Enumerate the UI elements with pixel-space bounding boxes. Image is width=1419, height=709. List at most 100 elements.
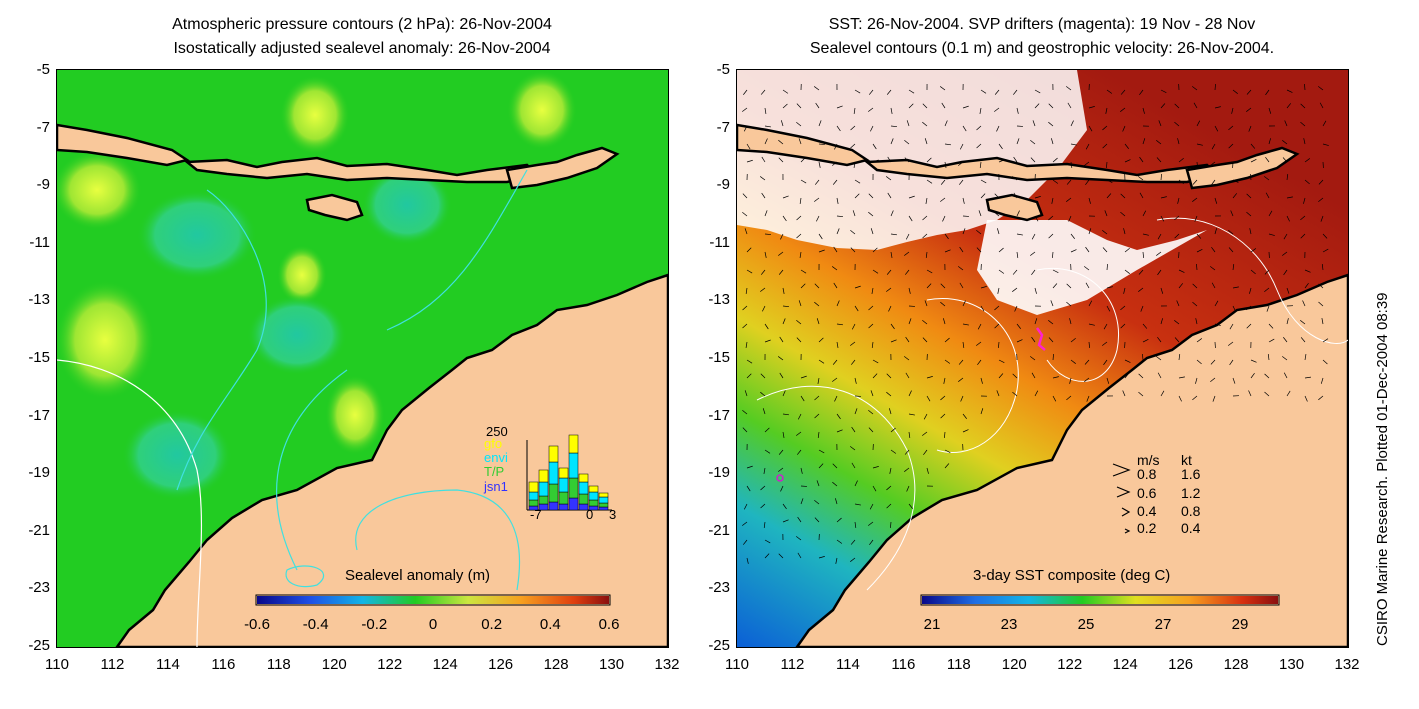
velocity-arrow — [764, 553, 770, 559]
velocity-arrow — [1124, 247, 1130, 253]
velocity-arrow — [836, 539, 843, 544]
velocity-arrow — [1070, 143, 1077, 146]
velocity-arrow — [1138, 269, 1144, 275]
velocity-arrow — [1286, 174, 1289, 181]
velocity-arrow — [797, 413, 802, 420]
left-map-frame — [56, 69, 669, 648]
velocity-arrow — [980, 286, 987, 289]
velocity-arrow — [904, 467, 910, 472]
velocity-arrow — [1282, 356, 1288, 361]
velocity-arrow — [1318, 395, 1324, 401]
velocity-arrow — [746, 359, 753, 364]
inset-bar — [558, 467, 569, 479]
velocity-arrow — [1142, 339, 1149, 343]
velocity-arrow — [1174, 337, 1180, 343]
velocity-arrow — [1177, 197, 1180, 204]
velocity-arrow — [1268, 338, 1275, 343]
velocity-arrow — [1302, 300, 1306, 307]
velocity-arrow — [764, 449, 771, 454]
velocity-arrow — [1011, 176, 1018, 181]
velocity-arrow — [742, 409, 748, 415]
velocity-arrow — [959, 179, 964, 185]
velocity-arrow — [744, 390, 748, 397]
velocity-arrow — [849, 446, 856, 451]
velocity-arrow — [890, 449, 897, 454]
velocity-arrow — [1193, 102, 1198, 109]
velocity-arrow — [813, 86, 820, 91]
velocity-arrow — [1178, 269, 1185, 273]
velocity-arrow — [743, 503, 748, 510]
velocity-arrow — [836, 300, 840, 307]
inset-ymax: 250 — [486, 424, 508, 439]
velocity-arrow — [885, 176, 892, 181]
velocity-arrow — [926, 467, 929, 474]
velocity-arrow — [1106, 286, 1113, 289]
velocity-arrow — [799, 251, 802, 258]
velocity-arrow — [1268, 233, 1275, 236]
inset-legend-jsn1: jsn1 — [484, 479, 508, 494]
left-colorbar-tick: -0.6 — [244, 616, 270, 633]
velocity-arrow — [925, 197, 928, 204]
velocity-arrow — [890, 521, 892, 529]
velocity-arrow — [1322, 143, 1329, 146]
velocity-arrow — [926, 395, 931, 402]
velocity-arrow — [1265, 89, 1270, 96]
velocity-arrow — [926, 376, 933, 379]
velocity-arrow — [1084, 359, 1090, 365]
velocity-arrow — [1120, 323, 1126, 329]
australia-land — [115, 273, 668, 647]
velocity-arrow — [850, 557, 856, 562]
velocity-arrow — [940, 395, 946, 401]
velocity-arrow — [797, 552, 802, 559]
velocity-arrow — [959, 143, 964, 150]
velocity-arrow — [1029, 356, 1036, 361]
velocity-arrow — [886, 89, 892, 95]
velocity-arrow — [1319, 102, 1324, 109]
velocity-arrow — [922, 337, 928, 343]
velocity-arrow — [778, 157, 784, 163]
velocity-arrow — [962, 300, 966, 307]
velocity-arrow — [1157, 372, 1162, 379]
velocity-arrow — [1286, 287, 1290, 294]
velocity-arrow — [1195, 318, 1198, 325]
velocity-arrow — [944, 249, 951, 253]
velocity-arrow — [1232, 377, 1236, 384]
inset-bar — [588, 485, 599, 493]
velocity-arrow — [1209, 266, 1216, 271]
velocity-arrow — [1246, 107, 1252, 112]
velocity-arrow — [1246, 323, 1252, 329]
velocity-arrow — [1120, 107, 1126, 112]
velocity-arrow — [1192, 197, 1198, 202]
velocity-arrow — [1250, 143, 1256, 149]
right-y-tick: -21 — [708, 521, 730, 539]
velocity-arrow — [763, 467, 766, 474]
velocity-arrow — [1052, 179, 1059, 184]
velocity-arrow — [814, 517, 820, 523]
velocity-arrow — [1286, 215, 1290, 222]
velocity-arrow — [1138, 373, 1144, 379]
velocity-arrow — [1174, 215, 1180, 221]
left-y-tick: -19 — [28, 464, 50, 482]
velocity-arrow — [1304, 354, 1307, 361]
velocity-arrow — [832, 359, 838, 365]
right-y-tick: -25 — [708, 637, 730, 654]
velocity-arrow — [1227, 341, 1234, 346]
velocity-arrow — [797, 449, 802, 455]
velocity-arrow — [799, 197, 802, 204]
velocity-arrow — [1322, 120, 1327, 127]
velocity-arrow — [1300, 121, 1306, 127]
velocity-arrow — [1124, 373, 1130, 379]
left-x-tick: 124 — [432, 656, 458, 673]
velocity-arrow — [762, 408, 766, 415]
velocity-arrow — [1214, 125, 1219, 132]
svp-drifter-track — [776, 474, 784, 482]
australia-land — [795, 273, 1348, 647]
velocity-arrow — [742, 323, 748, 329]
left-y-tick: -5 — [36, 61, 50, 78]
inset-bar — [538, 469, 549, 483]
velocity-arrow — [908, 103, 914, 109]
velocity-arrow — [979, 107, 982, 114]
left-y-tick: -11 — [29, 233, 50, 251]
velocity-arrow — [868, 427, 874, 433]
velocity-arrow — [869, 503, 874, 510]
